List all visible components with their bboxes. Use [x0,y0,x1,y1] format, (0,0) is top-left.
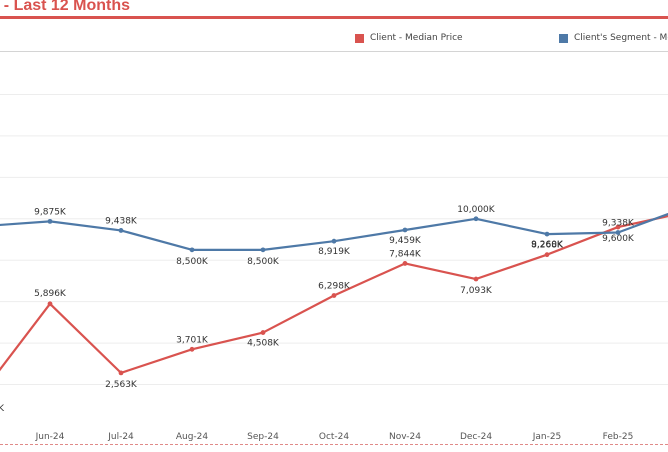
data-point-segment [47,218,53,224]
data-label-segment: 9,438K [105,216,138,226]
data-point-segment [473,216,479,222]
data-point-client [615,224,621,230]
legend-divider [0,51,668,52]
data-point-segment [189,247,195,253]
data-point-client [118,370,124,376]
bottom-divider [0,444,668,445]
data-label-segment: 9,338K [602,218,635,228]
data-label-client: K [0,404,5,414]
data-point-segment [331,238,337,244]
data-label-client: 6,298K [318,281,351,291]
data-label-segment: 9,875K [34,207,67,217]
data-point-segment [402,227,408,233]
legend-swatch-segment [559,33,568,43]
data-label-segment: 8,500K [247,257,280,267]
data-label-client: 3,701K [176,335,209,345]
legend-swatch-client [355,33,364,43]
data-label-client: 7,844K [389,249,422,259]
data-point-client [47,301,53,307]
legend-label-client: Client - Median Price [370,33,463,43]
legend-item-segment[interactable]: Client's Segment - Media [559,33,668,43]
data-point-segment [544,231,550,237]
title-underline [0,16,668,19]
x-tick-label: Jul-24 [107,432,134,442]
x-tick-label: Nov-24 [389,432,421,442]
x-tick-label: Sep-24 [247,432,279,442]
data-point-segment [615,230,621,235]
data-point-client [544,252,550,258]
data-label-segment: 8,500K [176,257,209,267]
data-label-client: 9,600K [602,234,635,244]
x-tick-label: Jun-24 [35,432,65,442]
legend-label-segment: Client's Segment - Media [574,33,668,43]
data-label-client: 8,268K [531,241,564,251]
x-tick-label: Jan-25 [532,432,562,442]
data-point-client [189,346,195,352]
data-label-segment: 9,459K [389,236,422,246]
data-label-client: 4,508K [247,339,280,349]
data-label-client: 2,563K [105,380,138,390]
data-label-segment: 8,919K [318,247,351,257]
data-point-client [331,293,337,298]
x-tick-label: Feb-25 [603,432,634,442]
data-point-client [473,276,479,282]
data-label-client: 7,093K [460,286,493,296]
data-point-segment [118,228,124,233]
data-point-client [260,330,266,335]
data-label-segment: 10,000K [457,205,495,215]
data-label-segment: 9,260K [531,240,564,250]
chart-title: ls - Last 12 Months [0,0,131,14]
data-point-segment [260,247,266,253]
x-tick-label: Oct-24 [319,432,350,442]
x-tick-label: Dec-24 [460,432,492,442]
data-label-client: 5,896K [34,289,67,299]
x-tick-label: Aug-24 [176,432,209,442]
data-point-client [402,261,408,266]
legend-item-client[interactable]: Client - Median Price [355,33,463,43]
